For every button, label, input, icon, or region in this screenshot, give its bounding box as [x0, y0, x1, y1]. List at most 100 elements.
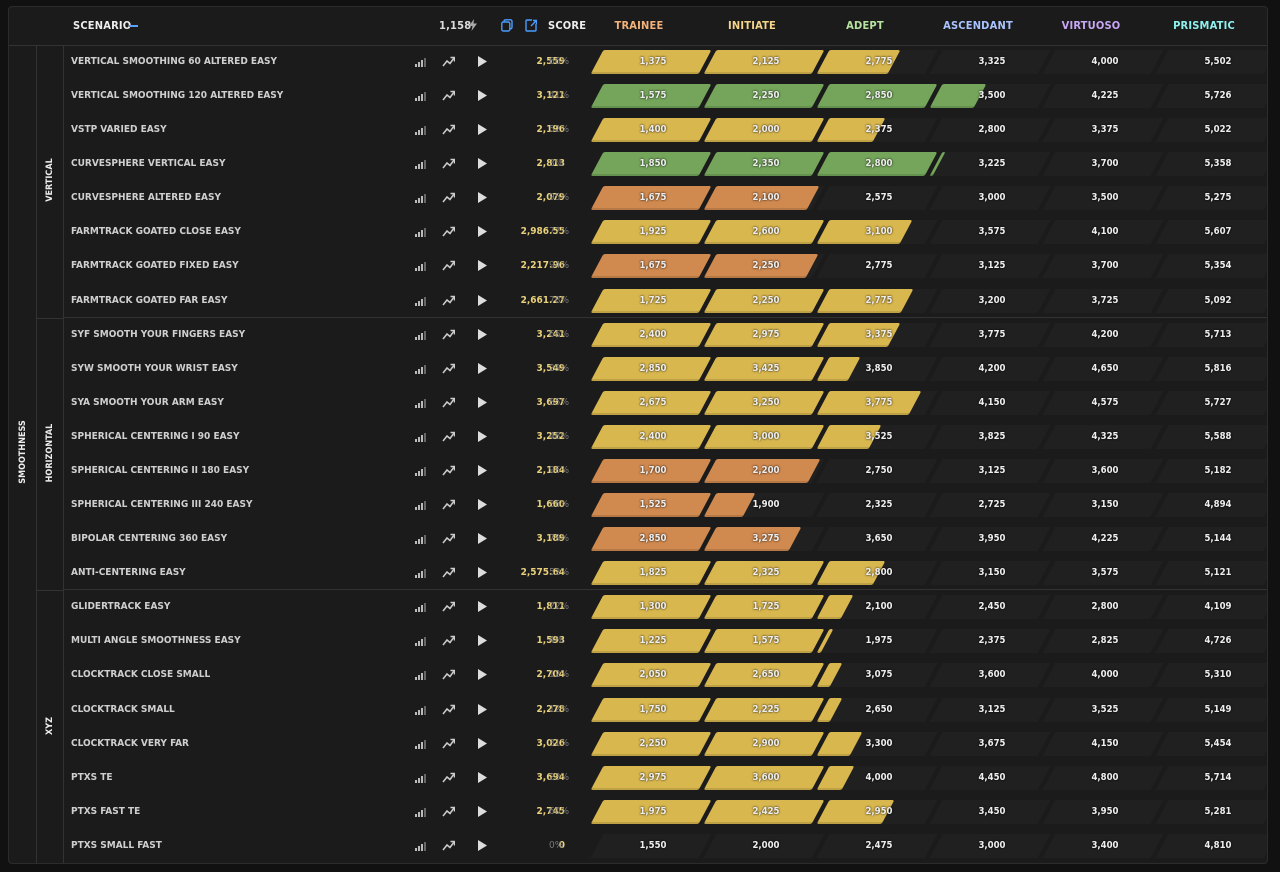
play-icon[interactable]: [478, 601, 487, 613]
play-icon[interactable]: [478, 90, 487, 102]
table-row[interactable]: ANTI-CENTERING EASY 2,575.64 52% 1,825 2,325…: [64, 556, 1267, 590]
play-icon[interactable]: [478, 839, 487, 851]
table-row[interactable]: PTXS TE 3,694 23% 2,975 3,600 4,000 4,450 4,800…: [64, 761, 1267, 795]
trend-icon[interactable]: [442, 192, 455, 203]
scenario-name[interactable]: SYW SMOOTH YOUR WRIST EASY: [71, 362, 238, 374]
play-icon[interactable]: [478, 362, 487, 374]
leaderboard-icon[interactable]: [415, 296, 426, 306]
table-row[interactable]: CLOCKTRACK SMALL 2,278 12% 1,750 2,225 2,650 3…: [64, 693, 1267, 727]
trend-icon[interactable]: [442, 226, 455, 237]
leaderboard-icon[interactable]: [415, 125, 426, 136]
play-icon[interactable]: [478, 805, 487, 817]
leaderboard-icon[interactable]: [415, 807, 426, 817]
trend-icon[interactable]: [442, 56, 455, 67]
scenario-name[interactable]: MULTI ANGLE SMOOTHNESS EASY: [71, 635, 241, 647]
table-row[interactable]: SPHERICAL CENTERING II 180 EASY 2,184 96% 1…: [64, 454, 1267, 488]
table-row[interactable]: SYA SMOOTH YOUR ARM EASY 3,697 85% 2,675 3,2…: [64, 386, 1267, 420]
scenario-header[interactable]: SCENARIO: [73, 19, 132, 32]
leaderboard-icon[interactable]: [415, 432, 426, 442]
trend-icon[interactable]: [442, 669, 455, 680]
scenario-name[interactable]: PTXS SMALL FAST: [71, 839, 162, 851]
play-icon[interactable]: [478, 669, 487, 681]
play-icon[interactable]: [478, 635, 487, 647]
play-icon[interactable]: [478, 396, 487, 408]
score-header[interactable]: SCORE: [548, 19, 587, 32]
leaderboard-icon[interactable]: [415, 670, 426, 681]
table-row[interactable]: SPHERICAL CENTERING I 90 EASY 3,252 48% 2,4…: [64, 420, 1267, 454]
scenario-name[interactable]: SPHERICAL CENTERING I 90 EASY: [71, 430, 240, 442]
trend-icon[interactable]: [442, 806, 455, 817]
trend-icon[interactable]: [442, 295, 455, 306]
scenario-name[interactable]: BIPOLAR CENTERING 360 EASY: [71, 533, 228, 545]
scenario-name[interactable]: VERTICAL SMOOTHING 60 ALTERED EASY: [71, 56, 278, 67]
export-icon[interactable]: [525, 19, 537, 32]
scenario-name[interactable]: SPHERICAL CENTERING II 180 EASY: [71, 464, 250, 476]
trend-icon[interactable]: [442, 431, 455, 442]
scenario-name[interactable]: FARMTRACK GOATED CLOSE EASY: [71, 226, 241, 238]
leaderboard-icon[interactable]: [415, 398, 426, 408]
trend-icon[interactable]: [442, 260, 455, 271]
trend-icon[interactable]: [442, 499, 455, 510]
scenario-name[interactable]: VERTICAL SMOOTHING 120 ALTERED EASY: [71, 90, 284, 102]
copy-icon[interactable]: [501, 19, 513, 32]
play-icon[interactable]: [478, 737, 487, 749]
table-row[interactable]: CURVESPHERE VERTICAL EASY 2,813 3% 1,850 2,3…: [64, 147, 1267, 181]
scenario-name[interactable]: SYA SMOOTH YOUR ARM EASY: [71, 396, 224, 408]
play-icon[interactable]: [478, 56, 487, 67]
leaderboard-icon[interactable]: [415, 57, 426, 67]
scenario-name[interactable]: ANTI-CENTERING EASY: [71, 567, 186, 579]
trend-icon[interactable]: [442, 704, 455, 715]
leaderboard-icon[interactable]: [415, 841, 426, 851]
scenario-name[interactable]: FARMTRACK GOATED FIXED EASY: [71, 260, 239, 272]
trend-icon[interactable]: [442, 329, 455, 340]
scenario-name[interactable]: FARMTRACK GOATED FAR EASY: [71, 294, 228, 306]
play-icon[interactable]: [478, 533, 487, 545]
trend-icon[interactable]: [442, 601, 455, 612]
play-icon[interactable]: [478, 192, 487, 204]
table-row[interactable]: VERTICAL SMOOTHING 60 ALTERED EASY 2,559 6…: [64, 45, 1267, 79]
table-row[interactable]: PTXS FAST TE 2,745 60% 1,975 2,425 2,950 3,450…: [64, 795, 1267, 829]
trend-icon[interactable]: [442, 90, 455, 101]
table-row[interactable]: CURVESPHERE ALTERED EASY 2,079 95% 1,675 2,1…: [64, 181, 1267, 215]
collapse-icon[interactable]: [129, 25, 138, 27]
leaderboard-icon[interactable]: [415, 91, 426, 102]
trend-icon[interactable]: [442, 533, 455, 544]
play-icon[interactable]: [478, 464, 487, 476]
trend-icon[interactable]: [442, 158, 455, 169]
leaderboard-icon[interactable]: [415, 330, 426, 340]
scenario-name[interactable]: CLOCKTRACK CLOSE SMALL: [71, 669, 211, 681]
table-row[interactable]: FARMTRACK GOATED FAR EASY 2,661.27 78% 1,72…: [64, 284, 1267, 318]
scenario-name[interactable]: CURVESPHERE ALTERED EASY: [71, 192, 222, 204]
table-row[interactable]: CLOCKTRACK CLOSE SMALL 2,704 12% 2,050 2,650…: [64, 658, 1267, 692]
scenario-name[interactable]: CLOCKTRACK VERY FAR: [71, 737, 189, 749]
play-icon[interactable]: [478, 158, 487, 170]
scenario-name[interactable]: SPHERICAL CENTERING III 240 EASY: [71, 499, 253, 511]
leaderboard-icon[interactable]: [415, 466, 426, 476]
trend-icon[interactable]: [442, 738, 455, 749]
trend-icon[interactable]: [442, 124, 455, 135]
leaderboard-icon[interactable]: [415, 739, 426, 749]
play-icon[interactable]: [478, 294, 487, 306]
table-row[interactable]: GLIDERTRACK EASY 1,811 22% 1,300 1,725 2,100 2…: [64, 590, 1267, 624]
play-icon[interactable]: [478, 124, 487, 136]
trend-icon[interactable]: [442, 397, 455, 408]
trend-icon[interactable]: [442, 567, 455, 578]
scenario-name[interactable]: CLOCKTRACK SMALL: [71, 703, 175, 715]
leaderboard-icon[interactable]: [415, 602, 426, 613]
leaderboard-icon[interactable]: [415, 227, 426, 238]
leaderboard-icon[interactable]: [415, 500, 426, 511]
leaderboard-icon[interactable]: [415, 261, 426, 272]
trend-icon[interactable]: [442, 635, 455, 646]
table-row[interactable]: VERTICAL SMOOTHING 120 ALTERED EASY 3,121…: [64, 79, 1267, 113]
leaderboard-icon[interactable]: [415, 534, 426, 545]
scenario-name[interactable]: PTXS TE: [71, 771, 113, 783]
play-icon[interactable]: [478, 226, 487, 238]
leaderboard-icon[interactable]: [415, 364, 426, 374]
play-icon[interactable]: [478, 328, 487, 340]
table-row[interactable]: BIPOLAR CENTERING 360 EASY 3,189 79% 2,850 3…: [64, 522, 1267, 556]
trend-icon[interactable]: [442, 772, 455, 783]
table-row[interactable]: CLOCKTRACK VERY FAR 3,026 31% 2,250 2,900 3,3…: [64, 727, 1267, 761]
table-row[interactable]: MULTI ANGLE SMOOTHNESS EASY 1,593 4% 1,225 1…: [64, 624, 1267, 658]
leaderboard-icon[interactable]: [415, 193, 426, 204]
scenario-name[interactable]: GLIDERTRACK EASY: [71, 601, 171, 613]
